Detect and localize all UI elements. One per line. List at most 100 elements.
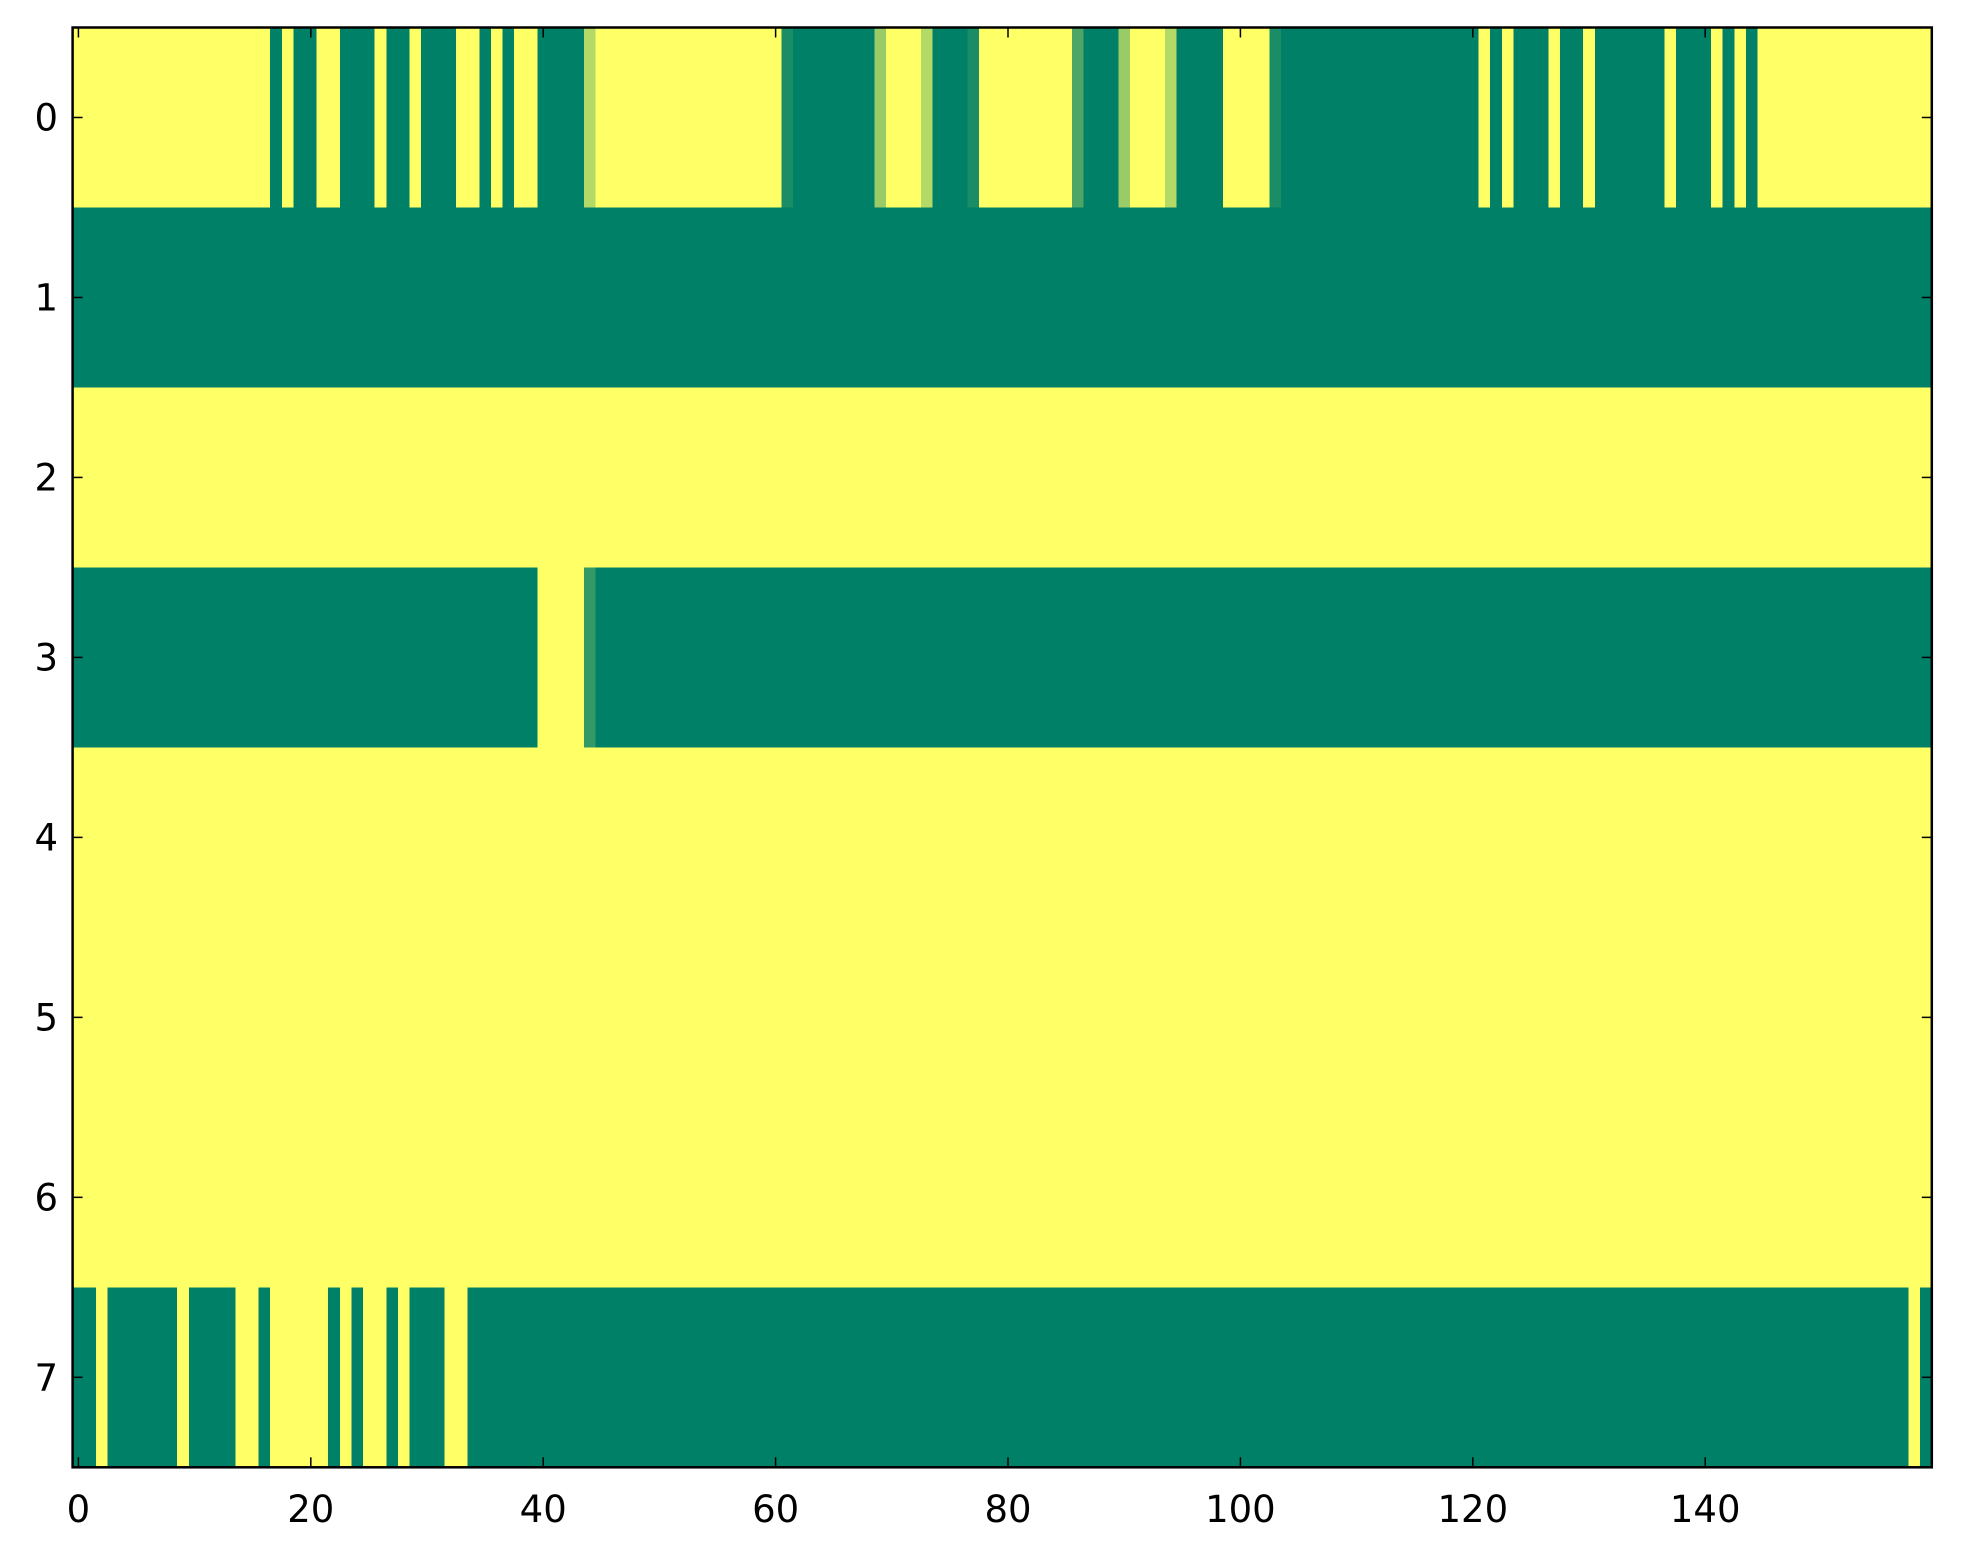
heatmap-cell <box>1594 1287 1608 1468</box>
heatmap-cell <box>1687 207 1700 389</box>
heatmap-cell <box>1060 27 1073 209</box>
heatmap-cell <box>1792 27 1805 209</box>
heatmap-cell <box>1141 387 1154 569</box>
heatmap-cell <box>572 567 585 748</box>
heatmap-cell <box>1769 747 1782 928</box>
heatmap-cell <box>293 27 306 209</box>
heatmap-cell <box>119 1287 132 1468</box>
heatmap-cell <box>1815 1107 1828 1288</box>
heatmap-cell <box>955 27 968 209</box>
heatmap-cell <box>351 27 364 209</box>
heatmap-cell <box>305 207 318 389</box>
heatmap-cell <box>1362 27 1375 209</box>
heatmap-cell <box>1397 747 1410 928</box>
heatmap-cell <box>920 1287 934 1468</box>
heatmap-cell <box>1780 747 1793 928</box>
heatmap-cell <box>1699 27 1712 209</box>
heatmap-cell <box>270 927 283 1108</box>
heatmap-cell <box>1722 747 1735 928</box>
heatmap-cell <box>827 207 841 389</box>
heatmap-cell <box>467 747 480 928</box>
heatmap-cell <box>1222 1287 1236 1468</box>
heatmap-cell <box>955 207 968 389</box>
heatmap-cell <box>758 27 771 209</box>
heatmap-cell <box>421 747 434 928</box>
heatmap-cell <box>305 1287 318 1468</box>
heatmap-cell <box>1130 207 1143 389</box>
heatmap-cell <box>1490 567 1503 748</box>
heatmap-cell <box>1455 927 1468 1108</box>
heatmap-cell <box>1164 27 1178 209</box>
heatmap-cell <box>1676 1107 1689 1288</box>
heatmap-cell <box>886 1287 899 1468</box>
heatmap-cell <box>897 387 910 569</box>
heatmap-cell <box>618 927 631 1108</box>
heatmap-cell <box>1664 927 1677 1108</box>
heatmap-cell <box>1106 747 1119 928</box>
heatmap-cell <box>502 1287 515 1468</box>
heatmap-cell <box>1443 387 1456 569</box>
heatmap-cell <box>1757 567 1770 748</box>
heatmap-cell <box>839 387 852 569</box>
heatmap-cell <box>258 27 271 209</box>
heatmap-cell <box>1432 747 1445 928</box>
heatmap-cell <box>1641 1287 1654 1468</box>
heatmap-cell <box>1013 567 1027 748</box>
heatmap-cell <box>432 1107 446 1288</box>
heatmap-cell <box>1536 27 1549 209</box>
heatmap-cell <box>444 1107 457 1288</box>
heatmap-cell <box>502 927 515 1108</box>
heatmap-cell <box>1211 1107 1224 1288</box>
heatmap-cell <box>665 1287 678 1468</box>
heatmap-cell <box>549 567 562 748</box>
heatmap-cell <box>1234 1287 1247 1468</box>
heatmap-cell <box>990 1287 1003 1468</box>
heatmap-cell <box>1304 1287 1317 1468</box>
heatmap-cell <box>1350 207 1364 389</box>
heatmap-cell <box>525 27 538 209</box>
heatmap-cell <box>1850 747 1863 928</box>
heatmap-cell <box>1385 207 1398 389</box>
heatmap-cell <box>1501 747 1515 928</box>
heatmap-cell <box>1281 27 1294 209</box>
heatmap-cell <box>769 387 783 569</box>
heatmap-cell <box>339 747 353 928</box>
heatmap-cell <box>1222 1107 1236 1288</box>
heatmap-cell <box>1792 207 1805 389</box>
heatmap-cell <box>967 207 980 389</box>
heatmap-cell <box>1629 387 1642 569</box>
heatmap-cell <box>1652 27 1666 209</box>
heatmap-cell <box>1141 27 1154 209</box>
heatmap-cell <box>1734 207 1747 389</box>
heatmap-cell <box>1269 927 1282 1108</box>
heatmap-cell <box>595 747 608 928</box>
heatmap-cell <box>932 27 945 209</box>
heatmap-cell <box>1792 1287 1805 1468</box>
heatmap-cell <box>1780 1107 1793 1288</box>
heatmap-cell <box>1699 207 1712 389</box>
heatmap-cell <box>1676 927 1689 1108</box>
heatmap-cell <box>700 747 713 928</box>
heatmap-cell <box>1153 27 1166 209</box>
heatmap-cell <box>944 387 957 569</box>
heatmap-cell <box>932 747 945 928</box>
heatmap-cell <box>467 567 480 748</box>
heatmap-cell <box>1153 1107 1166 1288</box>
heatmap-cell <box>1490 747 1503 928</box>
heatmap-cell <box>1780 387 1793 569</box>
heatmap-cell <box>1420 1107 1433 1288</box>
heatmap-cell <box>467 27 480 209</box>
heatmap-cell <box>1896 747 1910 928</box>
heatmap-cell <box>1769 1287 1782 1468</box>
heatmap-cell <box>281 747 294 928</box>
heatmap-cell <box>1862 567 1875 748</box>
heatmap-cell <box>1548 1107 1561 1288</box>
heatmap-cell <box>944 1287 957 1468</box>
heatmap-cell <box>560 747 573 928</box>
heatmap-cell <box>1002 207 1015 389</box>
heatmap-cell <box>1002 927 1015 1108</box>
heatmap-cell <box>909 1107 922 1288</box>
heatmap-cell <box>1478 387 1491 569</box>
heatmap-cell <box>1060 927 1073 1108</box>
heatmap-cell <box>909 207 922 389</box>
